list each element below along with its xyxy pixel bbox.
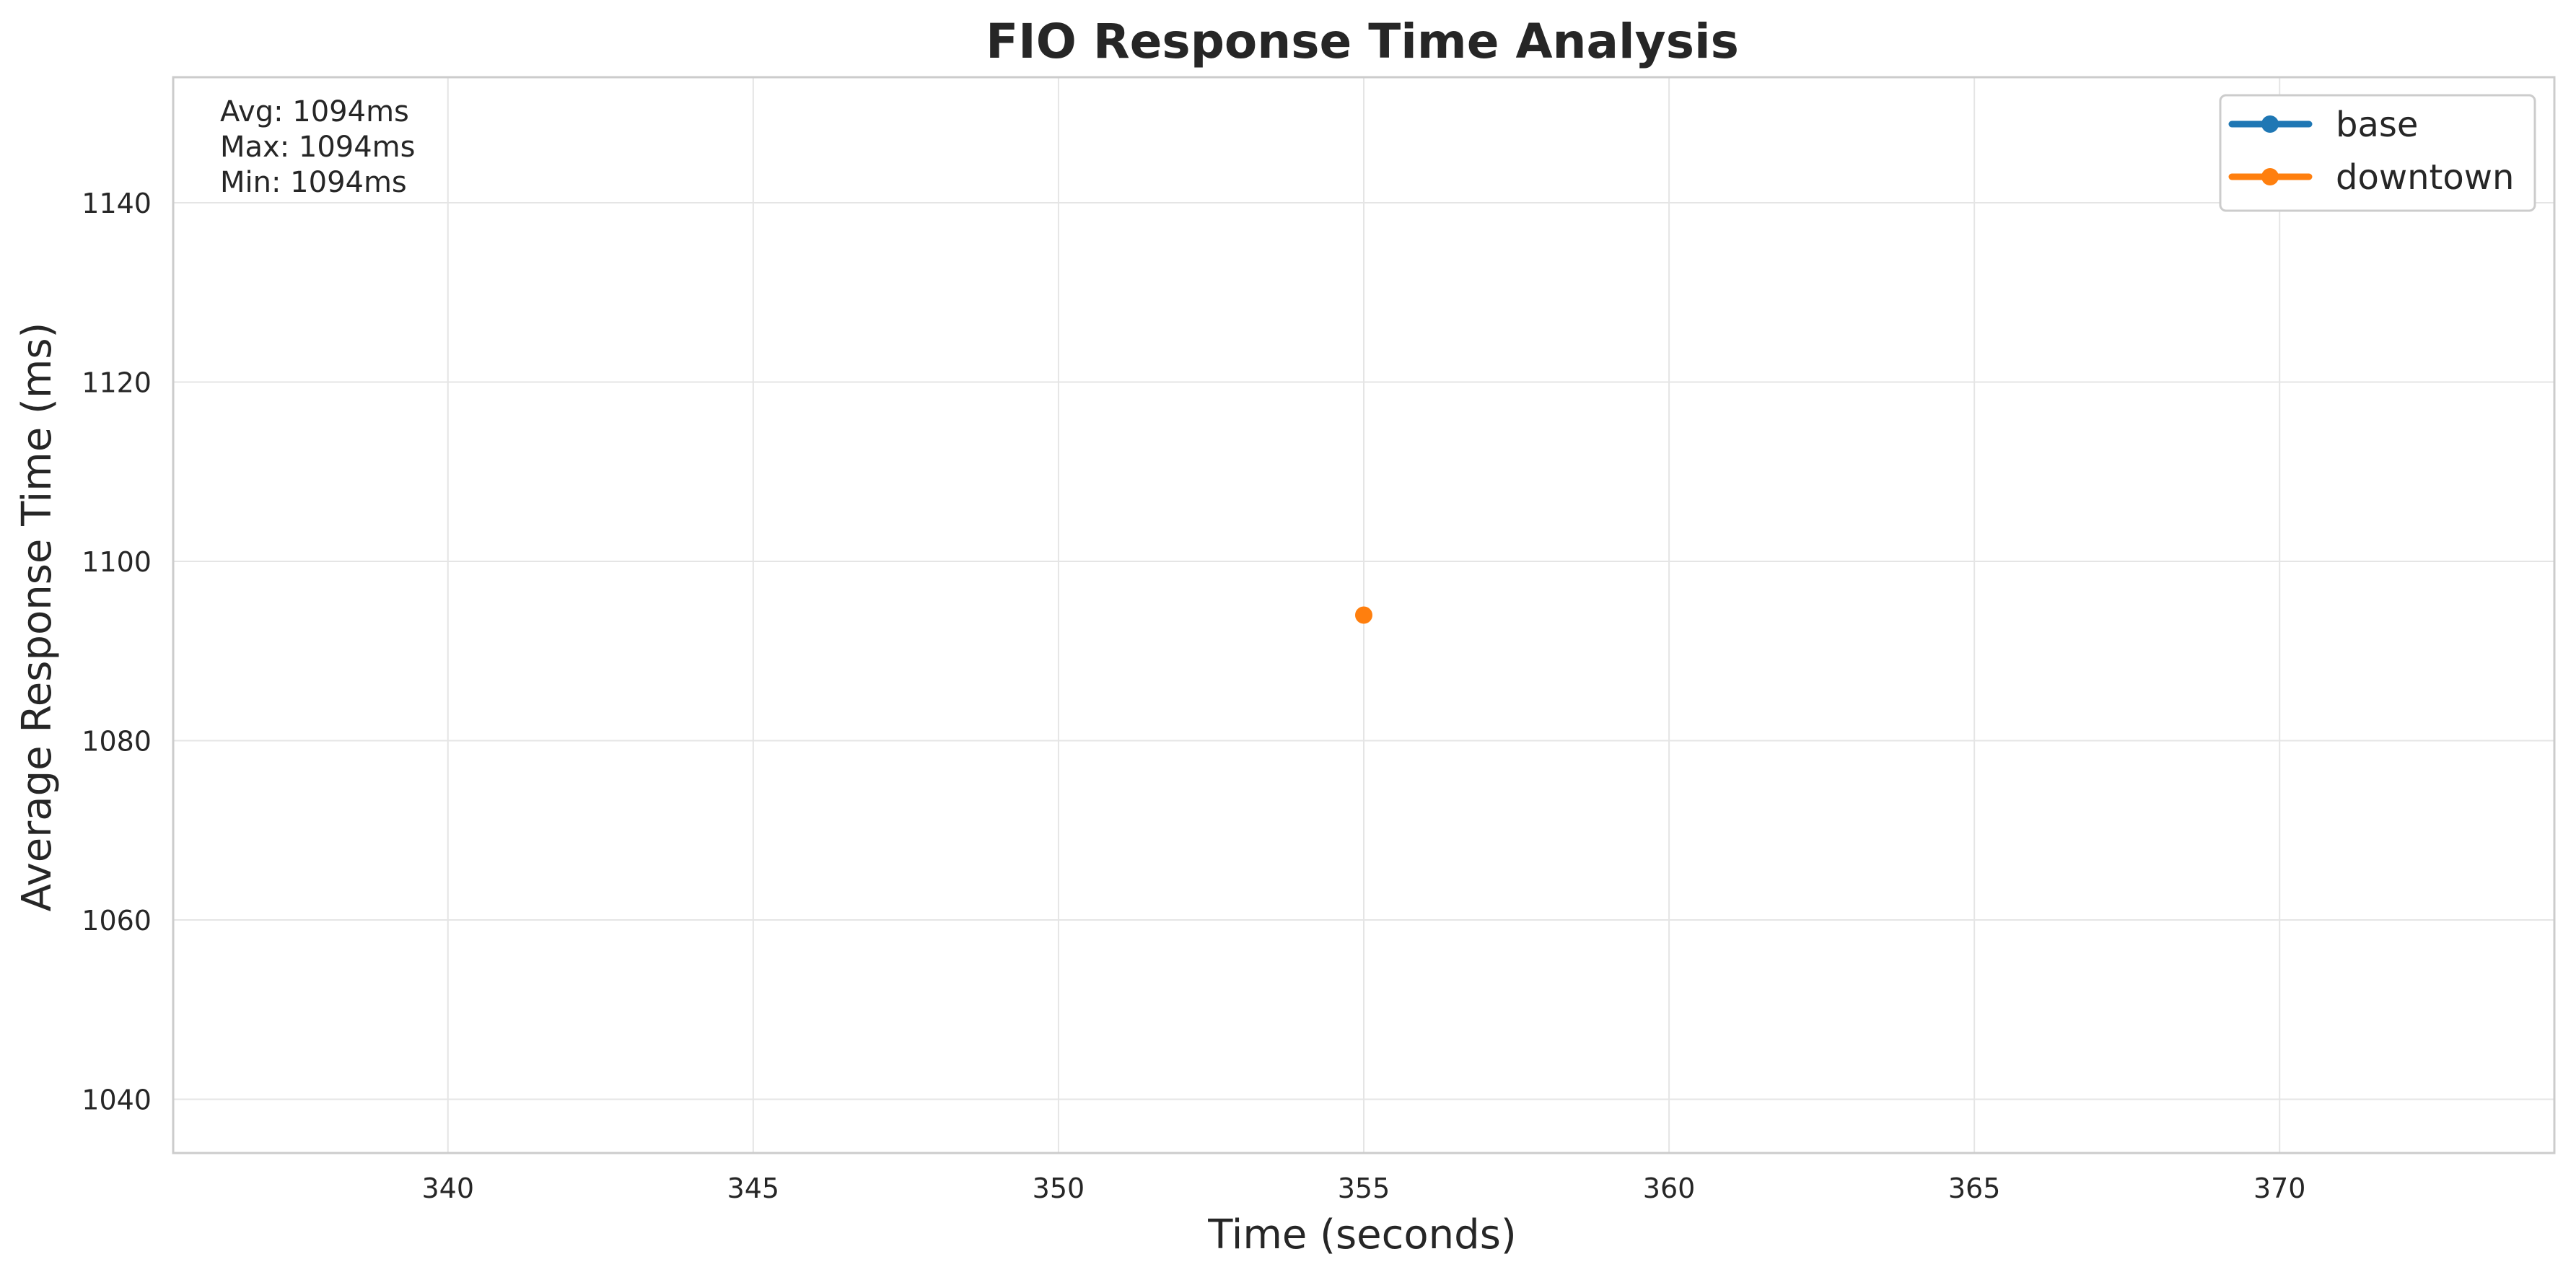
x-tick-label: 365 — [1948, 1172, 2001, 1204]
stats-annotation: Avg: 1094ms Max: 1094ms Min: 1094ms — [220, 95, 416, 199]
y-tick-label: 1040 — [82, 1084, 152, 1115]
x-tick-label: 360 — [1643, 1172, 1696, 1204]
legend-label-base: base — [2336, 105, 2418, 145]
stats-avg: Avg: 1094ms — [220, 95, 409, 128]
x-tick-label: 350 — [1033, 1172, 1085, 1204]
stats-max: Max: 1094ms — [220, 131, 416, 164]
legend-item-downtown: downtown — [2228, 157, 2514, 198]
data-point-downtown — [1355, 606, 1372, 624]
stats-min: Min: 1094ms — [220, 166, 407, 199]
x-axis-ticks: 340 345 350 355 360 365 370 — [422, 1172, 2306, 1204]
chart-title: FIO Response Time Analysis — [986, 14, 1739, 69]
y-tick-label: 1120 — [82, 367, 152, 398]
x-tick-label: 355 — [1338, 1172, 1390, 1204]
y-axis-ticks: 1040 1060 1080 1100 1120 1140 — [82, 188, 152, 1115]
plot-frame — [172, 76, 2556, 1154]
y-tick-label: 1080 — [82, 725, 152, 757]
y-tick-label: 1060 — [82, 905, 152, 937]
legend-item-base: base — [2228, 105, 2418, 145]
x-tick-label: 340 — [422, 1172, 475, 1204]
x-tick-label: 345 — [727, 1172, 780, 1204]
legend-label-downtown: downtown — [2336, 157, 2514, 198]
x-tick-label: 370 — [2253, 1172, 2306, 1204]
legend: base downtown — [2219, 94, 2536, 212]
y-axis-title: Average Response Time (ms) — [14, 323, 61, 912]
y-tick-label: 1140 — [82, 188, 152, 219]
y-tick-label: 1100 — [82, 546, 152, 578]
legend-marker-downtown — [2261, 168, 2279, 185]
grid-lines — [173, 77, 2554, 1153]
x-axis-title: Time (seconds) — [1207, 1211, 1516, 1258]
legend-marker-base — [2261, 115, 2279, 133]
series-layer — [1355, 606, 1372, 624]
